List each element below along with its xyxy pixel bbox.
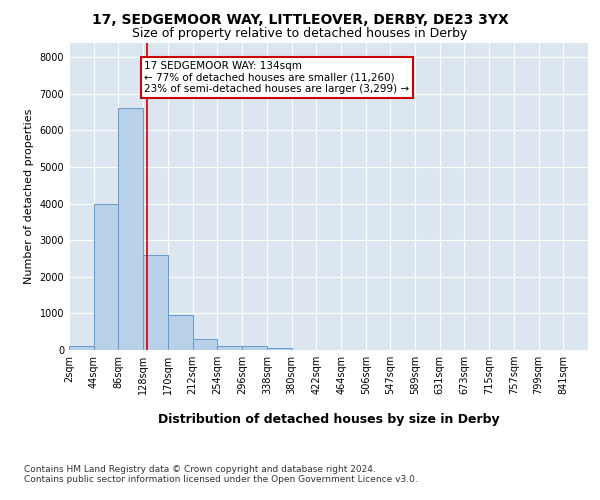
Bar xyxy=(168,315,193,350)
Text: Distribution of detached houses by size in Derby: Distribution of detached houses by size … xyxy=(158,412,500,426)
Text: 17 SEDGEMOOR WAY: 134sqm
← 77% of detached houses are smaller (11,260)
23% of se: 17 SEDGEMOOR WAY: 134sqm ← 77% of detach… xyxy=(145,61,410,94)
Bar xyxy=(69,346,94,350)
Bar xyxy=(267,348,292,350)
Y-axis label: Number of detached properties: Number of detached properties xyxy=(24,108,34,284)
Bar xyxy=(143,255,168,350)
Bar xyxy=(94,204,118,350)
Text: Contains HM Land Registry data © Crown copyright and database right 2024.
Contai: Contains HM Land Registry data © Crown c… xyxy=(24,465,418,484)
Bar xyxy=(217,346,242,350)
Text: 17, SEDGEMOOR WAY, LITTLEOVER, DERBY, DE23 3YX: 17, SEDGEMOOR WAY, LITTLEOVER, DERBY, DE… xyxy=(92,12,508,26)
Text: Size of property relative to detached houses in Derby: Size of property relative to detached ho… xyxy=(133,28,467,40)
Bar xyxy=(193,339,217,350)
Bar xyxy=(242,346,267,350)
Bar xyxy=(118,108,143,350)
